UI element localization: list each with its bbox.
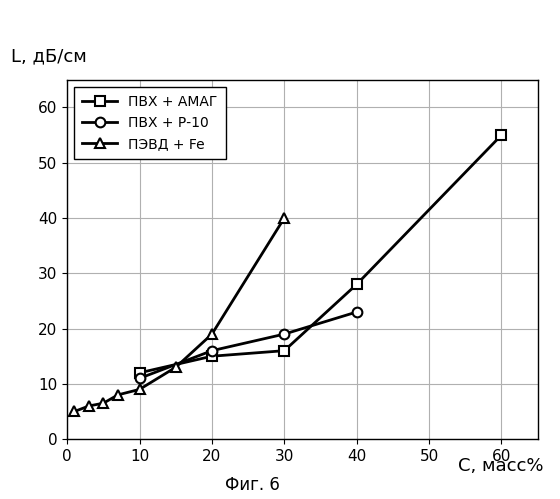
ПЭВД + Fe [208, 331, 215, 337]
ПВХ + АМАГ [281, 348, 288, 354]
Legend: ПВХ + АМАГ, ПВХ + Р-10, ПЭВД + Fe: ПВХ + АМАГ, ПВХ + Р-10, ПЭВД + Fe [74, 87, 226, 159]
ПЭВД + Fe [100, 400, 107, 406]
ПЭВД + Fe [172, 364, 179, 370]
Text: C, масс%: C, масс% [458, 457, 543, 475]
Text: L, дБ/см: L, дБ/см [11, 47, 87, 65]
ПВХ + Р-10 [136, 375, 143, 381]
ПВХ + Р-10 [208, 348, 215, 354]
ПВХ + АМАГ [136, 370, 143, 376]
ПЭВД + Fe [86, 403, 92, 409]
ПЭВД + Fe [71, 409, 78, 415]
ПВХ + АМАГ [498, 132, 505, 138]
Line: ПВХ + Р-10: ПВХ + Р-10 [135, 307, 362, 383]
ПЭВД + Fe [114, 392, 121, 398]
ПЭВД + Fe [136, 386, 143, 392]
ПЭВД + Fe [281, 215, 288, 221]
Line: ПВХ + АМАГ: ПВХ + АМАГ [135, 130, 506, 378]
ПВХ + Р-10 [281, 331, 288, 337]
ПВХ + АМАГ [208, 353, 215, 359]
ПВХ + Р-10 [353, 309, 360, 315]
Line: ПЭВД + Fe: ПЭВД + Fe [69, 213, 289, 416]
Text: Фиг. 6: Фиг. 6 [225, 476, 279, 494]
ПВХ + АМАГ [353, 281, 360, 287]
